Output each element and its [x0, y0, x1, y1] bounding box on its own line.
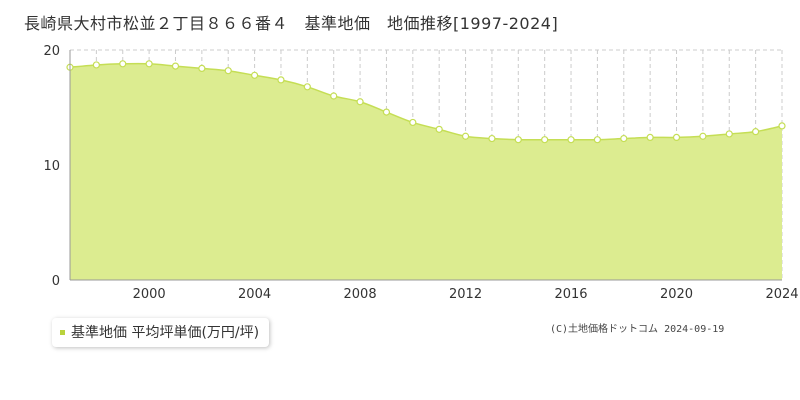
data-point [725, 130, 733, 138]
y-tick-label: 0 [52, 274, 60, 289]
data-point [672, 133, 681, 141]
data-point [356, 98, 364, 106]
data-points [66, 60, 786, 144]
data-point [620, 134, 628, 143]
data-point [171, 62, 180, 70]
data-point [593, 136, 602, 144]
data-point [330, 92, 338, 100]
x-tick-label: 2008 [344, 287, 377, 302]
chart-title: 長崎県大村市松並２丁目８６６番４ 基準地価 地価推移[1997-2024] [24, 14, 559, 33]
x-tick-label: 2020 [660, 287, 693, 302]
axis-labels: 0 10 20 2000 2004 2008 2012 2016 2020 2024 [43, 44, 798, 302]
series-area [70, 63, 782, 281]
data-point [435, 125, 443, 133]
data-point [699, 132, 707, 140]
legend: 基準地価 平均坪単価(万円/坪) [52, 318, 270, 347]
y-tick-label: 20 [43, 44, 60, 59]
data-point [145, 60, 153, 68]
series-line [69, 62, 783, 141]
data-point [198, 64, 206, 73]
x-tick-label: 2012 [449, 287, 482, 302]
x-tick-label: 2024 [765, 287, 798, 302]
legend-marker [60, 329, 65, 335]
data-point [514, 136, 522, 144]
data-point [567, 136, 575, 144]
data-point [277, 76, 285, 84]
data-point [382, 108, 391, 116]
data-point [224, 67, 232, 75]
data-point [303, 83, 311, 91]
data-point [752, 128, 760, 136]
data-point [461, 132, 470, 140]
y-tick-label: 10 [43, 159, 60, 174]
data-point [778, 122, 786, 130]
data-point [541, 136, 549, 144]
copyright-text: (C)土地価格ドットコム 2024-09-19 [550, 324, 725, 335]
legend-label: 基準地価 平均坪単価(万円/坪) [71, 325, 260, 341]
data-point [488, 134, 496, 143]
data-point [119, 60, 127, 68]
data-point [646, 133, 654, 141]
data-point [250, 71, 259, 79]
x-tick-label: 2000 [133, 287, 166, 302]
x-tick-label: 2004 [238, 287, 271, 302]
data-point [409, 118, 417, 127]
x-tick-label: 2016 [554, 287, 587, 302]
data-point [92, 61, 100, 69]
